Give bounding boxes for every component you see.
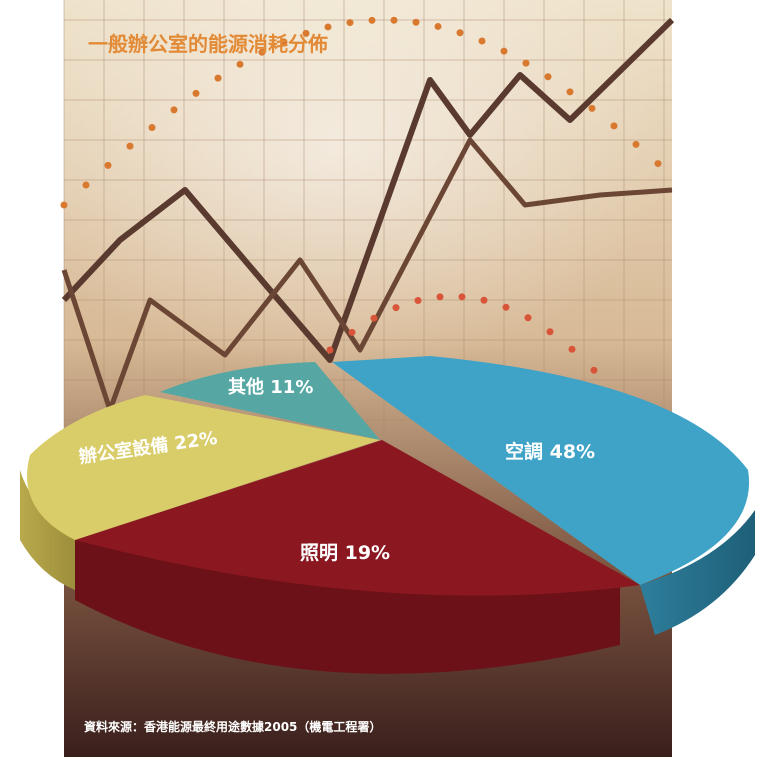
background-dot: [370, 314, 378, 322]
background-dot: [60, 201, 68, 209]
background-dot: [258, 48, 266, 56]
background-dot: [434, 22, 442, 30]
background-dot: [214, 74, 222, 82]
background-dot: [348, 328, 356, 336]
background-dot: [126, 142, 134, 150]
background-dot: [392, 304, 400, 312]
background-line-2: [61, 137, 673, 413]
pie-slice-lighting: [75, 440, 640, 596]
background-dot: [566, 88, 574, 96]
background-dot: [480, 296, 488, 304]
chart-title: 一般辦公室的能源消耗分佈: [88, 32, 328, 56]
background-dot: [522, 59, 530, 67]
background-dot: [588, 104, 596, 112]
background-dot: [82, 181, 90, 189]
background-dot: [192, 89, 200, 97]
background-dot: [458, 293, 466, 301]
slice-label-others: 其他 11%: [228, 376, 313, 398]
pie-slice-air-conditioning: [332, 356, 750, 585]
slice-label-air-conditioning: 空調 48%: [505, 440, 595, 463]
pie-slice-office-equipment: [27, 395, 380, 540]
pie-chart: 空調 48% 照明 19% 辦公室設備 22% 其他 11%: [20, 356, 755, 674]
background-dot: [524, 314, 532, 322]
background-dot: [610, 122, 618, 130]
background-dot: [632, 140, 640, 148]
slice-label-lighting: 照明 19%: [300, 542, 390, 564]
background-dot: [346, 19, 354, 27]
background-dot: [148, 124, 156, 132]
background-dot: [280, 38, 288, 46]
background-dot: [436, 293, 444, 301]
source-note: 資料來源：香港能源最終用途數據2005（機電工程署）: [84, 719, 381, 734]
background-dot: [546, 328, 554, 336]
background-dot: [324, 23, 332, 31]
background-dot: [502, 303, 510, 311]
background-dot: [500, 47, 508, 55]
background-dot: [654, 160, 662, 168]
background-dot: [170, 106, 178, 114]
background-line-1: [61, 17, 675, 363]
background-dot: [590, 366, 598, 374]
background-dot: [104, 161, 112, 169]
background-dot: [456, 29, 464, 37]
pie-slice-others: [160, 362, 380, 440]
background-dot: [414, 296, 422, 304]
background-dot: [544, 73, 552, 81]
background-dot: [326, 346, 334, 354]
background-dot: [478, 37, 486, 45]
slice-side-blue: [640, 510, 755, 635]
background-dot: [390, 16, 398, 24]
background-dot: [412, 18, 420, 26]
background-dot: [302, 29, 310, 37]
background-dot: [568, 345, 576, 353]
background-dot: [236, 60, 244, 68]
background-dot: [368, 16, 376, 24]
slice-side-red-front: [75, 540, 620, 674]
